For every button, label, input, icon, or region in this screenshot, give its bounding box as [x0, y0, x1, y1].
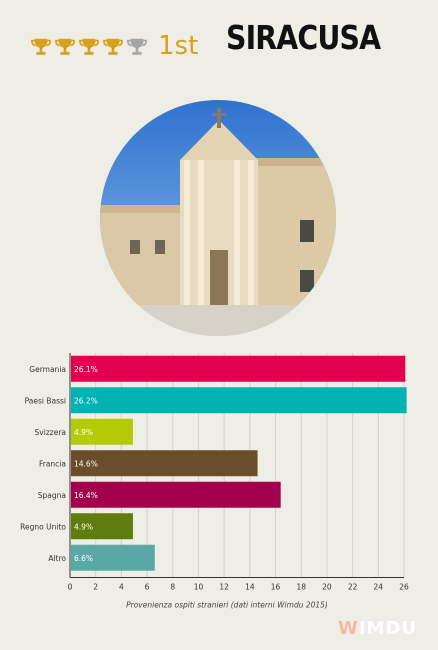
- x-tick-label: 22: [348, 583, 358, 592]
- trophy-icon: [103, 38, 123, 55]
- x-tick-label: 2: [93, 583, 98, 592]
- category-label: Altro: [48, 554, 66, 563]
- rank-label: 1st: [158, 31, 199, 61]
- trophy-icon: [127, 38, 147, 55]
- bar: [71, 513, 133, 540]
- category-label: Regno Unito: [20, 522, 66, 531]
- bar: [71, 387, 407, 414]
- x-tick-label: 8: [170, 583, 175, 592]
- logo-text: IMDU: [358, 618, 418, 639]
- value-label: 14.6%: [74, 459, 98, 468]
- trophy-icon: [79, 38, 99, 55]
- x-tick-label: 16: [271, 583, 281, 592]
- cathedral-photo: [100, 100, 336, 336]
- value-label: 4.9%: [74, 428, 93, 437]
- value-label: 26.1%: [74, 365, 98, 374]
- trophy-icon: [31, 38, 51, 55]
- bar: [71, 418, 133, 445]
- x-tick-label: 24: [374, 583, 384, 592]
- bar: [71, 544, 155, 571]
- value-label: 16.4%: [74, 491, 98, 500]
- x-tick-label: 10: [194, 583, 204, 592]
- x-tick-label: 20: [322, 583, 332, 592]
- x-tick-label: 0: [68, 583, 73, 592]
- trophy-rating: [30, 36, 148, 58]
- wimdu-logo: WIMDU: [338, 618, 417, 639]
- value-label: 4.9%: [74, 522, 93, 531]
- bar: [71, 450, 258, 477]
- x-tick-label: 4: [119, 583, 124, 592]
- category-label: Paesi Bassi: [25, 396, 66, 405]
- category-label: Francia: [39, 459, 66, 468]
- bar: [71, 481, 281, 508]
- value-label: 6.6%: [74, 554, 93, 563]
- x-axis-title: Provenienza ospiti stranieri (dati inter…: [126, 601, 328, 610]
- trophy-icon: [55, 38, 75, 55]
- category-label: Svizzera: [35, 428, 66, 437]
- logo-mark: W: [338, 618, 359, 639]
- x-tick-label: 14: [245, 583, 255, 592]
- bar: [71, 355, 406, 382]
- city-title: SIRACUSA: [226, 18, 381, 57]
- x-tick-label: 18: [296, 583, 306, 592]
- category-label: Spagna: [38, 491, 66, 500]
- x-tick-label: 6: [145, 583, 150, 592]
- value-label: 26.2%: [74, 396, 98, 405]
- x-tick-label: 26: [399, 583, 409, 592]
- x-tick-label: 12: [219, 583, 229, 592]
- category-label: Germania: [29, 365, 66, 374]
